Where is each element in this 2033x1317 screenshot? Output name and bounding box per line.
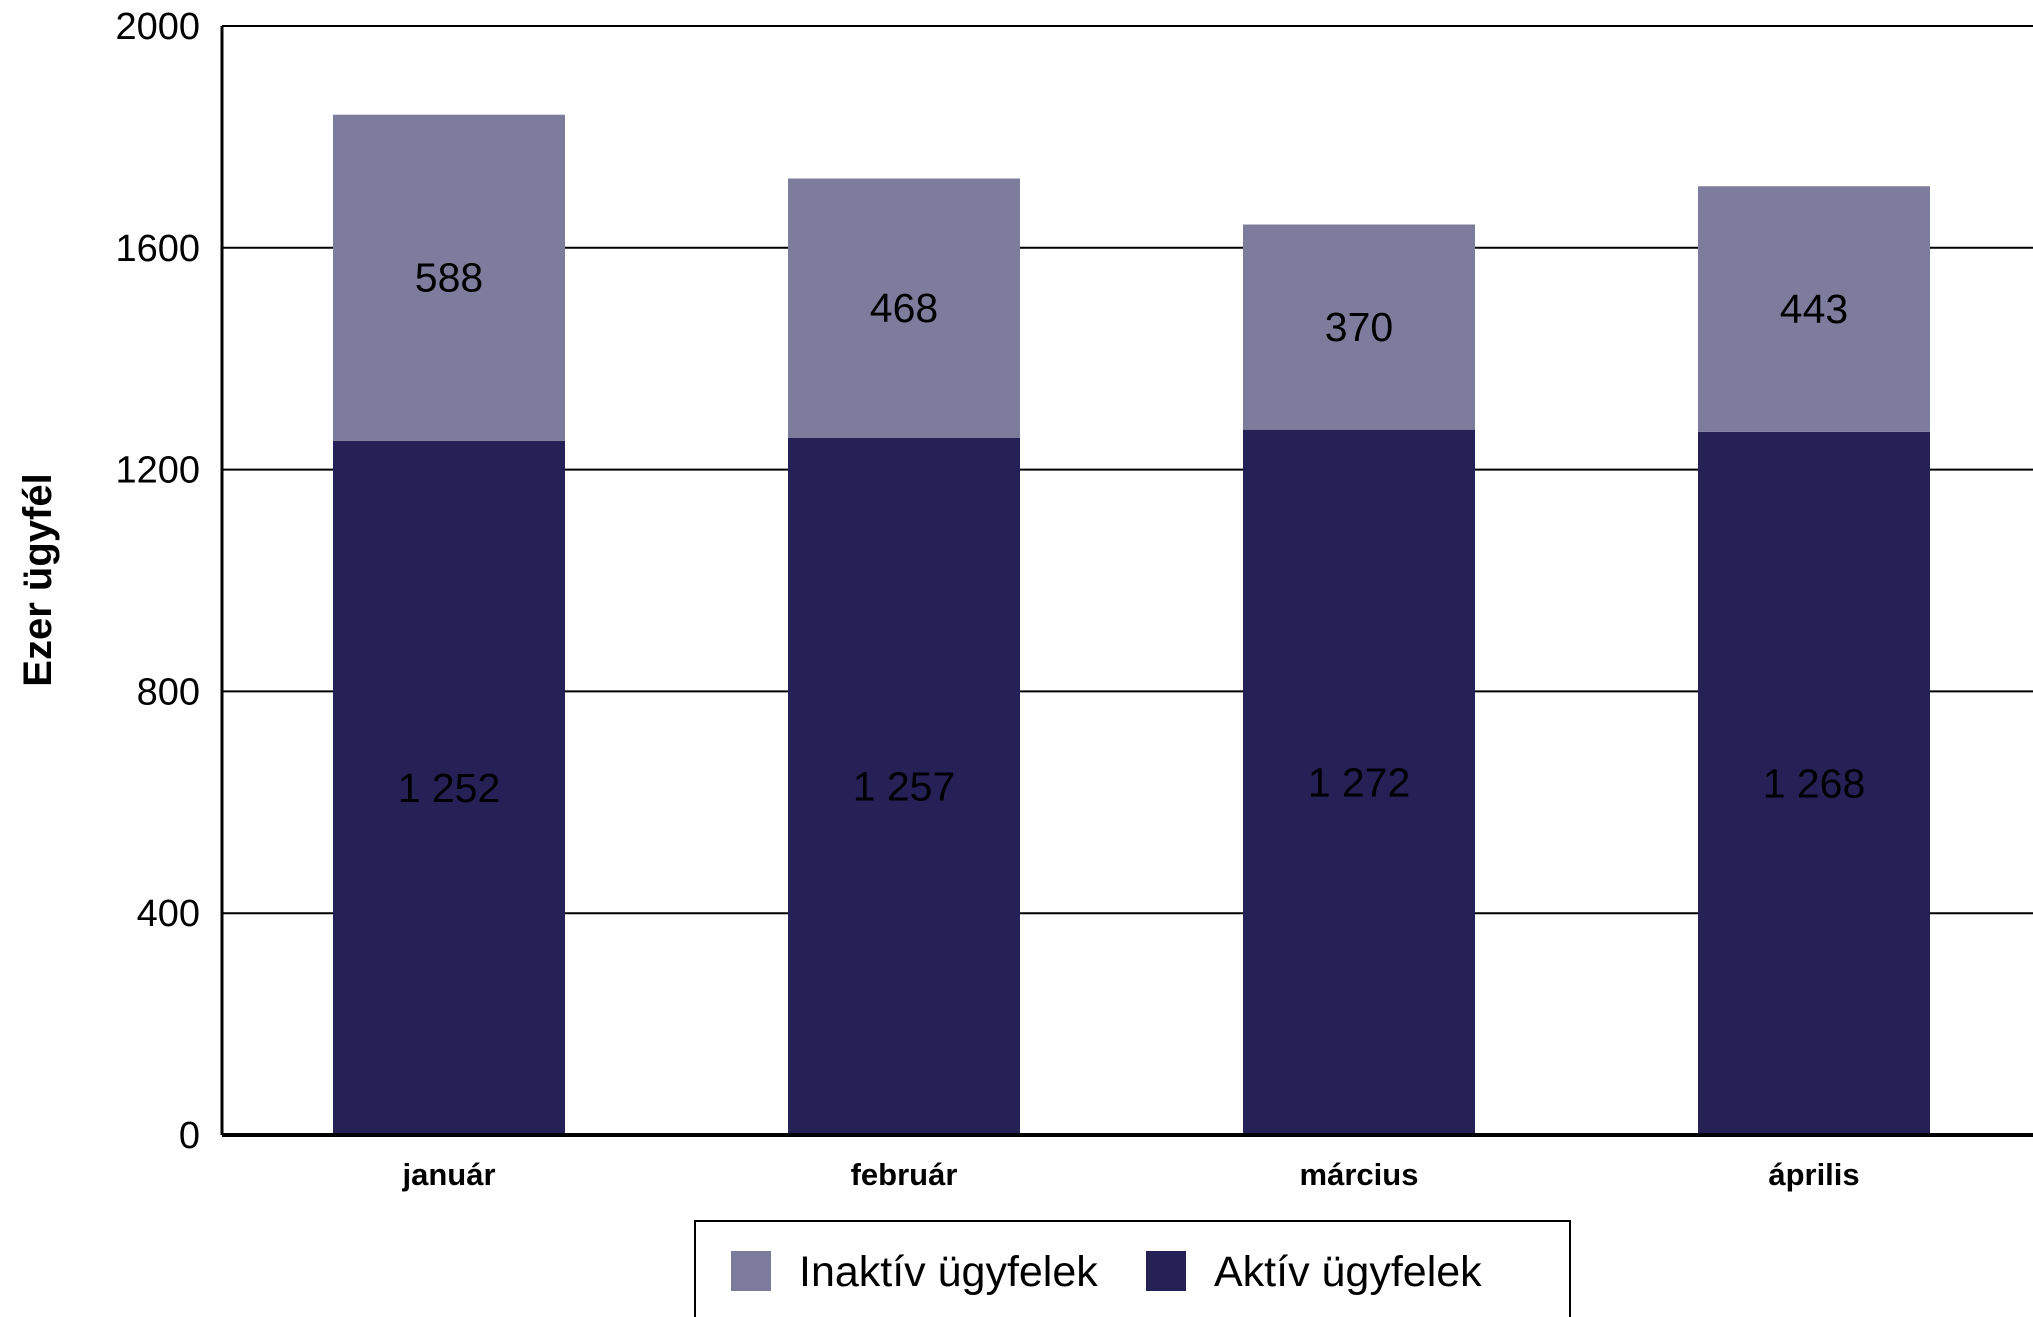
y-tick-labels: 0 400 800 1200 1600 2000 bbox=[115, 6, 200, 1157]
bar-segment-active bbox=[333, 440, 565, 1135]
data-label: 1 257 bbox=[853, 763, 956, 809]
y-tick-label: 400 bbox=[137, 893, 200, 935]
bar-segment-inactive bbox=[1243, 224, 1475, 430]
y-axis-label: Ezer ügyfél bbox=[16, 473, 60, 686]
x-tick-label: április bbox=[1768, 1157, 1859, 1192]
x-tick-label: január bbox=[401, 1157, 495, 1192]
data-label: 468 bbox=[870, 285, 938, 331]
legend-label: Inaktív ügyfelek bbox=[799, 1248, 1098, 1296]
y-tick-label: 0 bbox=[179, 1115, 200, 1157]
y-tick-label: 1200 bbox=[115, 450, 200, 492]
data-label: 1 272 bbox=[1308, 759, 1411, 805]
bar-segment-active bbox=[788, 437, 1020, 1135]
legend-label: Aktív ügyfelek bbox=[1214, 1248, 1482, 1296]
data-label: 443 bbox=[1780, 286, 1848, 332]
data-label: 588 bbox=[415, 255, 483, 301]
y-tick-label: 2000 bbox=[115, 6, 200, 48]
data-label: 1 252 bbox=[398, 765, 501, 811]
y-tick-label: 800 bbox=[137, 671, 200, 713]
legend-swatch bbox=[1146, 1251, 1186, 1291]
bar-segment-inactive bbox=[788, 178, 1020, 438]
data-label: 370 bbox=[1325, 304, 1393, 350]
x-tick-label: március bbox=[1300, 1157, 1419, 1192]
x-tick-label: február bbox=[851, 1157, 958, 1192]
legend-box bbox=[694, 1220, 1571, 1317]
axes bbox=[220, 26, 2033, 1137]
bar-segment-active bbox=[1698, 431, 1930, 1135]
bar-segment-inactive bbox=[333, 114, 565, 441]
y-tick-label: 1600 bbox=[115, 228, 200, 270]
bar-segment-inactive bbox=[1698, 186, 1930, 432]
legend: Inaktív ügyfelek Aktív ügyfelek bbox=[694, 1220, 1571, 1317]
data-label: 1 268 bbox=[1763, 760, 1866, 806]
x-tick-labels: január február március április bbox=[401, 1157, 1859, 1192]
bars: 1 252 588 1 257 468 1 272 370 1 268 443 bbox=[333, 114, 1930, 1135]
legend-swatch bbox=[731, 1251, 771, 1291]
bar-segment-active bbox=[1243, 429, 1475, 1135]
